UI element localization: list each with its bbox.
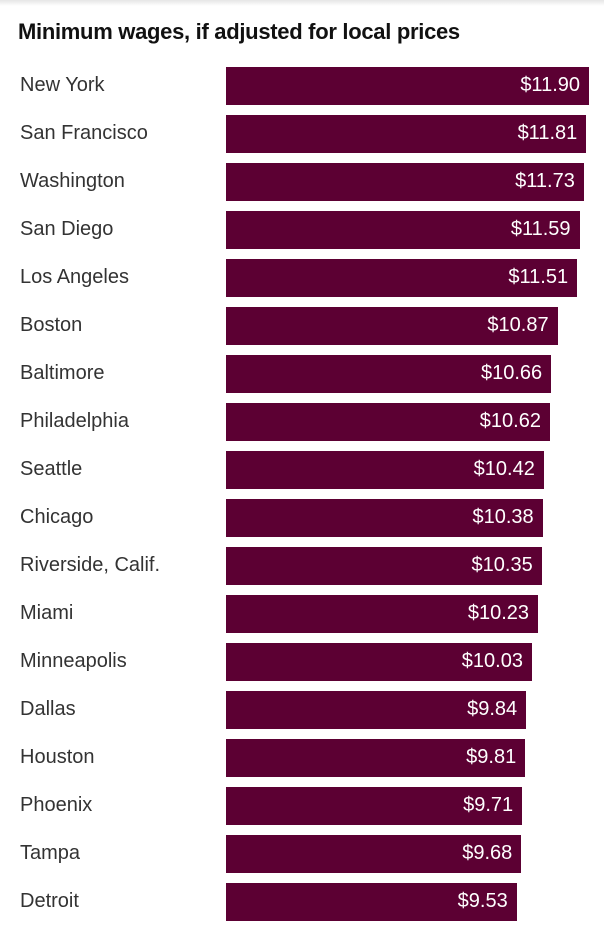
data-label: $9.81 bbox=[466, 746, 517, 768]
data-label: $10.03 bbox=[461, 650, 523, 672]
chart-row: Houston $9.81 bbox=[0, 739, 604, 777]
chart-row: Miami $10.23 bbox=[0, 595, 604, 633]
category-label: New York bbox=[20, 74, 105, 96]
category-label: San Francisco bbox=[20, 122, 148, 144]
data-label: $11.73 bbox=[515, 170, 575, 192]
bar bbox=[226, 163, 584, 201]
bar bbox=[226, 787, 523, 825]
data-label: $10.87 bbox=[487, 314, 549, 336]
data-label: $10.62 bbox=[479, 410, 541, 432]
bar bbox=[226, 355, 552, 393]
bar bbox=[226, 259, 578, 297]
bar bbox=[226, 403, 550, 441]
bar bbox=[226, 691, 527, 729]
chart-row: Phoenix $9.71 bbox=[0, 787, 604, 825]
bar bbox=[226, 499, 543, 537]
chart-title: Minimum wages, if adjusted for local pri… bbox=[18, 19, 460, 44]
bar bbox=[226, 595, 539, 633]
data-label: $11.51 bbox=[508, 266, 569, 288]
category-label: Houston bbox=[20, 746, 95, 768]
data-label: $11.81 bbox=[517, 122, 578, 144]
chart-row: Los Angeles $11.51 bbox=[0, 259, 604, 297]
data-label: $9.68 bbox=[462, 842, 513, 864]
data-label: $9.84 bbox=[467, 698, 518, 720]
bar bbox=[226, 451, 544, 489]
category-label: Boston bbox=[20, 314, 83, 336]
data-label: $9.53 bbox=[457, 890, 508, 912]
data-label: $10.66 bbox=[481, 362, 543, 384]
chart-row: Dallas $9.84 bbox=[0, 691, 604, 729]
bar bbox=[226, 307, 558, 345]
chart-row: Boston $10.87 bbox=[0, 307, 604, 345]
data-label: $10.38 bbox=[472, 506, 534, 528]
category-label: Detroit bbox=[20, 890, 79, 912]
category-label: Tampa bbox=[20, 842, 81, 864]
chart-row: San Diego $11.59 bbox=[0, 211, 604, 249]
data-label: $11.59 bbox=[510, 218, 571, 240]
chart-row: Seattle $10.42 bbox=[0, 451, 604, 489]
chart-row: Riverside, Calif. $10.35 bbox=[0, 547, 604, 585]
data-label: $10.42 bbox=[473, 458, 535, 480]
bar-chart: New York $11.90 San Francisco $11.81 Washing… bbox=[0, 67, 604, 931]
chart-row: Philadelphia $10.62 bbox=[0, 403, 604, 441]
category-label: Washington bbox=[20, 170, 125, 192]
category-label: Miami bbox=[20, 602, 74, 624]
bar bbox=[226, 115, 587, 153]
category-label: Baltimore bbox=[20, 362, 105, 384]
chart-row: San Francisco $11.81 bbox=[0, 115, 604, 153]
category-label: Chicago bbox=[20, 506, 94, 528]
chart-row: Minneapolis $10.03 bbox=[0, 643, 604, 681]
top-divider bbox=[0, 0, 604, 6]
category-label: Philadelphia bbox=[20, 410, 129, 432]
category-label: Riverside, Calif. bbox=[20, 554, 161, 576]
bar bbox=[226, 835, 522, 873]
chart-row: Chicago $10.38 bbox=[0, 499, 604, 537]
category-label: Phoenix bbox=[20, 794, 93, 816]
bar bbox=[226, 67, 589, 105]
category-label: Seattle bbox=[20, 458, 83, 480]
data-label: $10.23 bbox=[467, 602, 530, 624]
bar bbox=[226, 547, 542, 585]
chart-row: New York $11.90 bbox=[0, 67, 604, 105]
category-label: Los Angeles bbox=[20, 266, 129, 288]
bar bbox=[226, 643, 532, 681]
chart-row: Tampa $9.68 bbox=[0, 835, 604, 873]
data-label: $9.71 bbox=[463, 794, 514, 816]
chart-row: Washington $11.73 bbox=[0, 163, 604, 201]
chart-row: Baltimore $10.66 bbox=[0, 355, 604, 393]
data-label: $11.90 bbox=[520, 74, 580, 96]
chart-row: Detroit $9.53 bbox=[0, 883, 604, 921]
bar bbox=[226, 739, 526, 777]
category-label: Minneapolis bbox=[20, 650, 127, 672]
bar bbox=[226, 211, 580, 249]
data-label: $10.35 bbox=[471, 554, 533, 576]
category-label: San Diego bbox=[20, 218, 114, 240]
category-label: Dallas bbox=[20, 698, 76, 720]
